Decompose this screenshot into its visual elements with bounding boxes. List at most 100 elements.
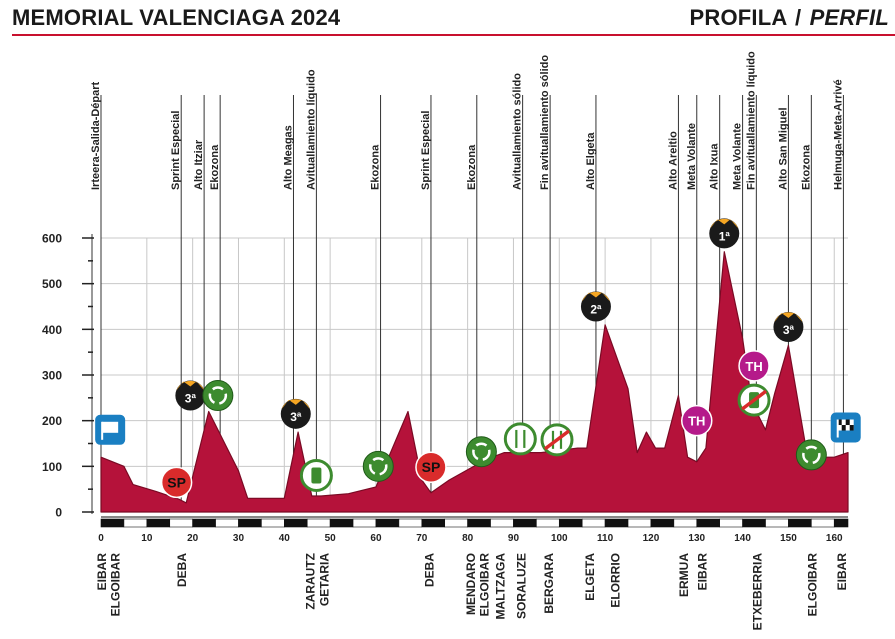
x-tick-label: 150	[780, 533, 797, 544]
town-label: ELGOIBAR	[478, 553, 492, 617]
km-scale-segment	[398, 518, 423, 528]
x-tick-label: 140	[734, 533, 751, 544]
recycle-arrows	[369, 457, 388, 476]
event-label: Alto San Miguel	[777, 108, 789, 191]
town-label: EIBAR	[835, 553, 849, 591]
km-scale-segment	[604, 518, 629, 528]
sprint-label: SP	[422, 459, 441, 475]
x-tick-label: 70	[416, 533, 428, 544]
badge-eco	[795, 439, 827, 471]
recycle-arrows	[802, 445, 821, 465]
badge-kom: 3ª	[280, 398, 311, 429]
km-scale-segment	[284, 518, 308, 528]
event-label: Alto Meagas	[282, 125, 294, 190]
event-label: Ekozona	[800, 144, 812, 190]
km-scale-segment	[192, 518, 216, 528]
climb-category-icon	[280, 398, 311, 429]
event-label: Avituallamiento sólido	[512, 73, 524, 190]
header-rule	[12, 34, 895, 36]
climb-category-label: 3ª	[783, 323, 795, 337]
recycle-icon	[362, 450, 394, 482]
town-label: ELGOIBAR	[805, 553, 819, 617]
recycle-arrows	[208, 386, 228, 405]
bonus-sprint-label: TH	[745, 359, 762, 374]
mountain-peak-icon	[710, 218, 739, 229]
event-label: Sprint Especial	[420, 111, 432, 190]
mountain-peak-icon	[281, 399, 310, 409]
checker-square	[841, 425, 846, 431]
y-tick-label: 200	[42, 414, 62, 428]
town-label: ETXEBERRIA	[750, 553, 764, 631]
km-scale-segment	[811, 518, 835, 528]
mountain-peak-icon	[774, 312, 803, 323]
town-label: EIBAR	[695, 553, 709, 591]
town-labels: EIBAR ELGOIBAR DEBA ZARAUTZ GETARIA DEBA MENDA…	[95, 553, 849, 631]
mountain-peak-icon	[581, 291, 610, 302]
town-label: GETARIA	[317, 553, 331, 606]
km-scale-segment	[261, 518, 285, 528]
climb-category-icon	[580, 291, 611, 322]
town-label: SORALUZE	[514, 553, 528, 619]
mountain-peak-icon	[176, 380, 205, 391]
x-tick-label: 110	[597, 533, 614, 544]
km-scale-segment	[719, 518, 743, 528]
x-tick-label: 10	[141, 533, 153, 544]
climb-category-label: 2ª	[590, 303, 602, 317]
climb-category-label: 1ª	[719, 229, 731, 243]
badge-sp: SP	[415, 451, 447, 483]
flag-cloth	[102, 421, 119, 433]
badge-start	[95, 414, 126, 445]
climb-category-icon	[175, 380, 206, 411]
badge-nobottle	[737, 383, 771, 417]
x-tick-label: 40	[279, 533, 291, 544]
badges: SP 3ª 3ª SP 2ª TH 1ª TH 3ª	[95, 218, 861, 499]
event-label: Fin avituallamiento líquido	[745, 51, 757, 190]
x-tick-label: 100	[551, 533, 568, 544]
km-scale-segment	[696, 518, 720, 528]
km-scale-segment	[238, 518, 262, 528]
event-labels: Irteera-Salida-Départ Sprint Especial Alto…	[90, 51, 844, 190]
checker-square	[845, 419, 850, 426]
x-tick-label: 30	[233, 533, 245, 544]
km-scale-segment	[673, 518, 698, 528]
km-scale-segment	[375, 518, 400, 528]
bonus-sprint-icon	[738, 350, 770, 382]
x-tick-label: 120	[643, 533, 660, 544]
checker-square	[849, 425, 854, 431]
y-tick-label: 0	[55, 506, 62, 520]
event-label: Ekozona	[466, 144, 478, 190]
y-tick-label: 300	[42, 369, 62, 383]
town-label: ELGOIBAR	[109, 553, 123, 617]
km-scale-segment	[352, 518, 377, 528]
badge-kom: 3ª	[175, 380, 206, 411]
sprint-icon	[160, 466, 193, 499]
event-label: Irteera-Salida-Départ	[90, 81, 102, 190]
x-tick-label: 0	[98, 533, 104, 544]
km-scale-segment	[742, 518, 766, 528]
y-tick-label: 500	[42, 277, 62, 291]
km-scale-segment	[146, 518, 171, 528]
town-label: MALTZAGA	[494, 553, 508, 620]
badge-eco	[202, 380, 234, 412]
event-label: Alto Areitio	[667, 131, 679, 190]
km-scale-segment	[169, 518, 193, 528]
x-tick-label: 80	[462, 533, 474, 544]
event-label: Sprint Especial	[170, 111, 182, 190]
x-tick-label: 60	[370, 533, 382, 544]
badge-fork	[503, 422, 537, 456]
km-scale-segment	[444, 518, 468, 528]
y-tick-label: 400	[42, 323, 62, 337]
badge-eco	[465, 436, 497, 468]
event-label: Meta Volante	[732, 123, 744, 190]
x-tick-label: 130	[688, 533, 705, 544]
cross-out	[741, 389, 768, 411]
km-scale-segment	[558, 518, 583, 528]
profile-label-spanish: PERFIL	[809, 5, 889, 30]
x-tick-label: 50	[325, 533, 337, 544]
feed-zone-icon	[503, 422, 537, 456]
event-label: Fin avituallamiento sólido	[539, 55, 551, 190]
climb-category-label: 3ª	[290, 410, 302, 424]
town-label: DEBA	[423, 553, 437, 587]
event-label: Meta Volante	[686, 123, 698, 190]
